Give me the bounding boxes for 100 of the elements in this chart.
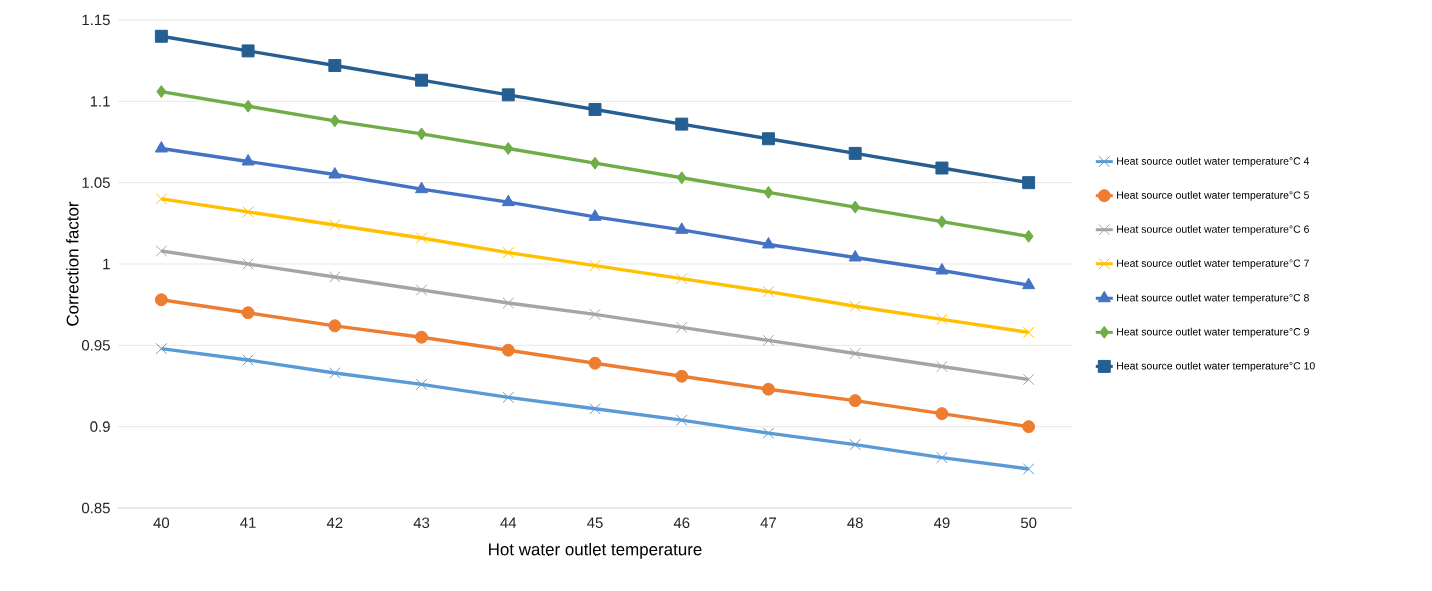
point bbox=[936, 451, 948, 464]
point bbox=[243, 99, 254, 113]
point bbox=[935, 161, 949, 175]
point bbox=[675, 222, 689, 234]
point bbox=[761, 237, 775, 249]
point bbox=[329, 271, 341, 283]
point bbox=[242, 206, 254, 218]
point bbox=[675, 414, 688, 426]
x-tick-label: 44 bbox=[500, 517, 517, 528]
point bbox=[416, 127, 427, 141]
point bbox=[154, 293, 168, 307]
point bbox=[1022, 420, 1036, 434]
point bbox=[154, 141, 168, 153]
legend-label: Heat source outlet water temperature°C 5 bbox=[1117, 191, 1309, 201]
point bbox=[415, 378, 428, 391]
point bbox=[588, 209, 602, 221]
point bbox=[1023, 229, 1034, 243]
legend-label: Heat source outlet water temperature°C 4 bbox=[1117, 157, 1310, 167]
x-tick-label: 41 bbox=[240, 517, 256, 528]
point bbox=[156, 85, 167, 99]
point bbox=[155, 245, 168, 257]
x-tick-label: 45 bbox=[587, 517, 603, 528]
point bbox=[241, 44, 255, 58]
y-tick-label: 0.9 bbox=[90, 421, 110, 432]
point bbox=[850, 200, 861, 214]
point bbox=[1022, 373, 1035, 386]
point bbox=[589, 259, 601, 272]
point bbox=[849, 438, 861, 451]
legend-label: Heat source outlet water temperature°C 9 bbox=[1117, 327, 1309, 338]
y-tick-label: 1.05 bbox=[82, 177, 110, 188]
point bbox=[241, 154, 255, 166]
point bbox=[415, 330, 429, 344]
point bbox=[762, 285, 775, 298]
x-tick-label: 46 bbox=[673, 517, 690, 529]
point bbox=[501, 194, 515, 207]
y-tick-label: 1 bbox=[103, 258, 110, 270]
x-tick-label: 48 bbox=[847, 517, 863, 529]
x-tick-label: 49 bbox=[933, 517, 950, 529]
legend-label: Heat source outlet water temperature°C 10 bbox=[1117, 361, 1315, 372]
point bbox=[675, 117, 689, 131]
point bbox=[676, 171, 687, 185]
y-tick-label: 1.15 bbox=[82, 14, 110, 26]
point bbox=[1022, 277, 1036, 290]
point bbox=[1022, 463, 1035, 475]
x-tick-label: 43 bbox=[413, 517, 430, 529]
point bbox=[241, 306, 255, 320]
point bbox=[762, 334, 775, 347]
point bbox=[415, 181, 429, 194]
point bbox=[761, 382, 775, 396]
point bbox=[329, 114, 340, 128]
x-tick-label: 47 bbox=[760, 517, 777, 528]
y-tick-label: 0.95 bbox=[81, 340, 110, 351]
point bbox=[675, 272, 688, 285]
point bbox=[763, 185, 774, 199]
point bbox=[328, 167, 342, 179]
point bbox=[848, 146, 862, 160]
point bbox=[936, 215, 947, 229]
point bbox=[849, 347, 861, 360]
point bbox=[588, 102, 602, 116]
point bbox=[936, 313, 948, 326]
point bbox=[329, 219, 341, 231]
point bbox=[848, 250, 862, 262]
x-tick-label: 42 bbox=[326, 517, 343, 528]
point bbox=[762, 427, 775, 439]
y-axis-title: Correction factor bbox=[66, 201, 79, 326]
legend-label: Heat source outlet water temperature°C 8 bbox=[1117, 293, 1309, 304]
point bbox=[501, 343, 515, 357]
y-tick-label: 0.85 bbox=[81, 502, 110, 514]
point bbox=[155, 342, 168, 355]
y-tick-label: 1.1 bbox=[90, 96, 110, 107]
point bbox=[848, 394, 862, 408]
point bbox=[155, 193, 168, 205]
point bbox=[415, 284, 428, 296]
legend-label: Heat source outlet water temperature°C 7 bbox=[1117, 259, 1309, 269]
point bbox=[415, 232, 428, 244]
point bbox=[502, 297, 515, 309]
x-tick-label: 40 bbox=[153, 517, 170, 529]
x-axis-title: Hot water outlet temperature bbox=[489, 542, 702, 559]
point bbox=[675, 321, 688, 334]
point bbox=[589, 308, 601, 321]
point bbox=[503, 142, 514, 155]
point bbox=[501, 88, 515, 102]
point bbox=[761, 132, 775, 146]
point bbox=[849, 300, 861, 313]
point bbox=[590, 156, 600, 170]
point bbox=[242, 258, 254, 270]
point bbox=[675, 369, 689, 383]
point bbox=[936, 360, 948, 373]
point bbox=[415, 73, 429, 87]
x-tick-label: 50 bbox=[1020, 517, 1037, 529]
point bbox=[328, 319, 342, 333]
point bbox=[328, 59, 342, 73]
point bbox=[242, 354, 254, 366]
point bbox=[502, 246, 515, 259]
point bbox=[329, 367, 341, 379]
point bbox=[1022, 326, 1035, 339]
point bbox=[502, 391, 515, 404]
point bbox=[1022, 176, 1036, 190]
point bbox=[154, 29, 168, 43]
point bbox=[589, 402, 601, 415]
